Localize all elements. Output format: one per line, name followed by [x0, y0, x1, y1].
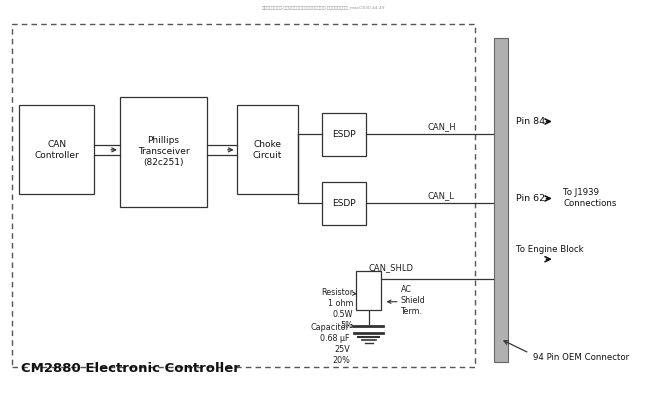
Text: Pin 84: Pin 84: [516, 117, 545, 126]
Text: ESDP: ESDP: [332, 130, 356, 139]
Text: CM2880 Electronic Controller: CM2880 Electronic Controller: [21, 362, 240, 375]
Bar: [322, 113, 366, 156]
Text: Phillips
Transceiver
(82c251): Phillips Transceiver (82c251): [138, 136, 189, 168]
Text: Choke
Circuit: Choke Circuit: [253, 140, 282, 160]
Text: 94 Pin OEM Connector: 94 Pin OEM Connector: [533, 353, 629, 362]
Bar: [356, 271, 381, 310]
Text: Capacitor
0.68 μF
25V
20%: Capacitor 0.68 μF 25V 20%: [311, 323, 350, 365]
Text: Resistor
1 ohm
0.5W
5%: Resistor 1 ohm 0.5W 5%: [321, 288, 353, 330]
Text: 液压控制器怎么用,液压控制器操作指南及效率资料解析,数据导向实施步骤_macOS30.44.49: 液压控制器怎么用,液压控制器操作指南及效率资料解析,数据导向实施步骤_macOS…: [262, 5, 386, 9]
Bar: [19, 105, 94, 194]
Text: CAN_SHLD: CAN_SHLD: [368, 263, 413, 272]
Text: CAN_H: CAN_H: [428, 122, 456, 131]
Text: To Engine Block: To Engine Block: [516, 245, 583, 254]
Bar: [237, 105, 298, 194]
Bar: [494, 38, 508, 362]
Text: Pin 62: Pin 62: [516, 194, 545, 203]
Bar: [120, 97, 207, 207]
Text: To J1939
Connections: To J1939 Connections: [563, 188, 616, 209]
Bar: [322, 182, 366, 225]
Text: ESDP: ESDP: [332, 199, 356, 208]
Text: CAN_L: CAN_L: [428, 191, 454, 200]
Text: CAN
Controller: CAN Controller: [34, 140, 79, 160]
Bar: [12, 24, 475, 367]
Text: AC
Shield
Term.: AC Shield Term.: [400, 285, 425, 316]
